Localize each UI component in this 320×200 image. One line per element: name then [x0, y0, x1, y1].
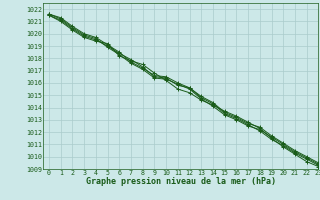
X-axis label: Graphe pression niveau de la mer (hPa): Graphe pression niveau de la mer (hPa) [86, 177, 276, 186]
